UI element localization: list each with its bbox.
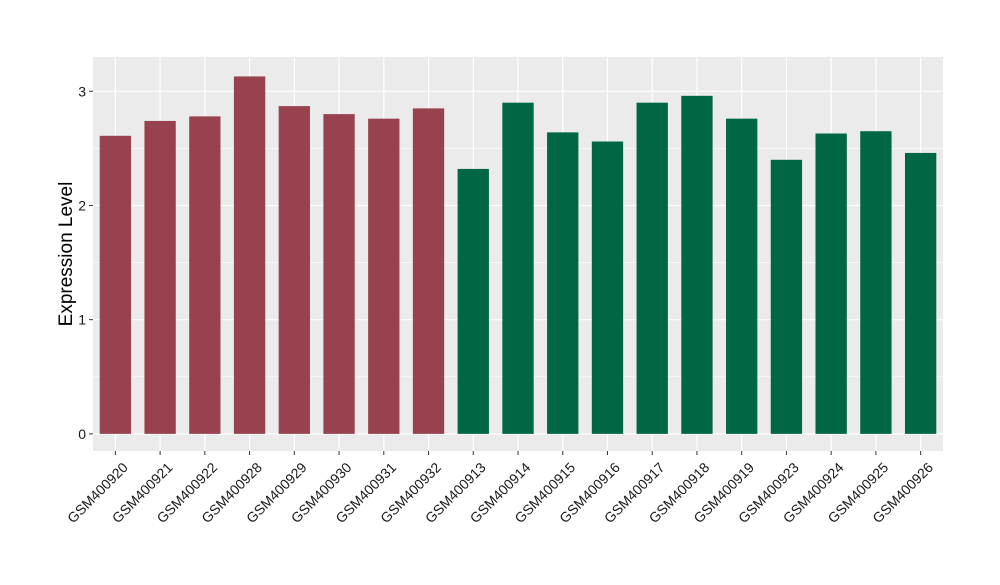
bar (368, 118, 400, 434)
bar (189, 116, 221, 434)
bar (726, 118, 758, 434)
bar (502, 102, 534, 434)
bar (323, 114, 355, 434)
bar (233, 76, 266, 434)
bars (99, 76, 937, 434)
x-axis: GSM400920GSM400921GSM400922GSM400928GSM4… (64, 451, 936, 526)
bar (904, 152, 937, 434)
bar (278, 106, 310, 434)
y-tick-label: 0 (78, 426, 86, 442)
bar (681, 95, 713, 434)
bar (99, 135, 132, 434)
y-tick-label: 2 (78, 197, 86, 213)
bar (412, 108, 445, 434)
bar (636, 102, 668, 434)
y-tick-label: 3 (78, 83, 86, 99)
bar (144, 120, 176, 434)
y-tick-label: 1 (78, 312, 86, 328)
bar (547, 132, 579, 434)
y-axis-label: Expression Level (56, 182, 77, 327)
bar (591, 141, 624, 434)
y-axis: 0 1 2 3 (78, 83, 93, 442)
bar (770, 159, 803, 434)
bar (815, 133, 847, 434)
bar (457, 168, 489, 434)
bar (860, 131, 892, 434)
